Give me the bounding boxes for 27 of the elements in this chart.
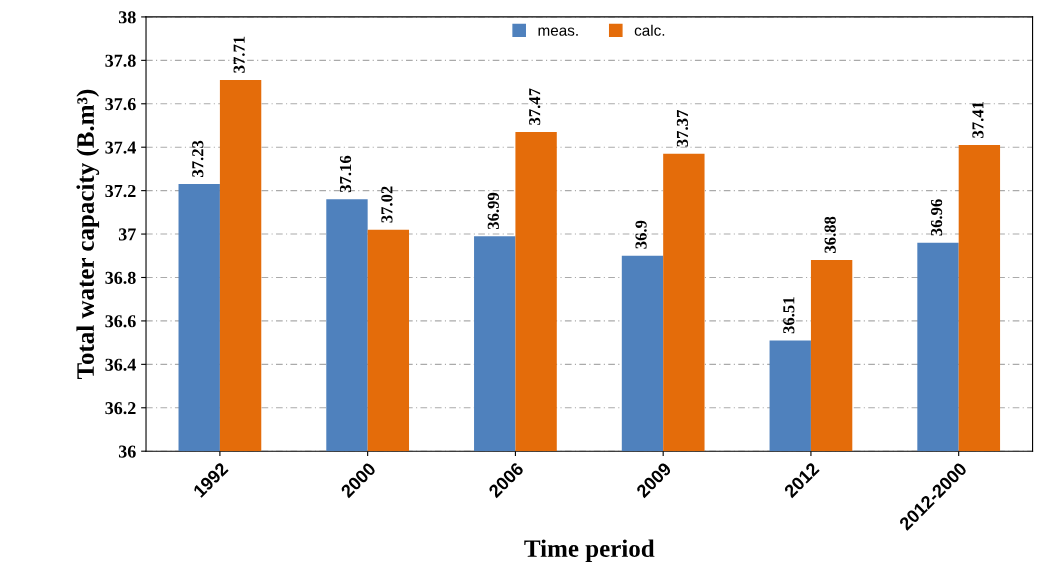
y-tick-label: 36 [118,445,136,458]
data-label: 37.47 [529,88,541,125]
y-tick-label: 36.6 [105,315,136,328]
y-tick-label: 37.6 [105,98,136,111]
y-axis-title: Total water capacity (B.m³) [76,89,100,380]
data-label: 36.9 [635,220,647,249]
data-label: 37.41 [972,101,984,138]
y-tick-label: 37 [118,228,136,241]
data-label: 36.51 [783,297,795,334]
legend-label: calc. [634,24,665,36]
y-tick-label: 36.2 [105,402,136,415]
y-tick-label: 37.8 [105,54,136,67]
data-label: 36.96 [930,199,943,236]
y-tick-label: 37.2 [105,184,136,198]
data-label: 36.88 [824,216,836,253]
data-label: 37.02 [381,186,393,223]
legend-label: meas. [538,27,578,36]
y-tick-label: 36.8 [105,271,136,285]
x-axis-title: Time period [524,539,655,563]
data-label: 37.23 [192,140,204,177]
data-label: 37.16 [339,155,352,193]
data-label: 37.71 [233,36,245,73]
data-label: 36.99 [487,192,499,230]
y-tick-label: 36.4 [105,358,136,371]
y-tick-label: 38 [118,11,136,24]
data-label: 37.37 [676,110,689,147]
y-tick-label: 37.4 [105,141,136,154]
